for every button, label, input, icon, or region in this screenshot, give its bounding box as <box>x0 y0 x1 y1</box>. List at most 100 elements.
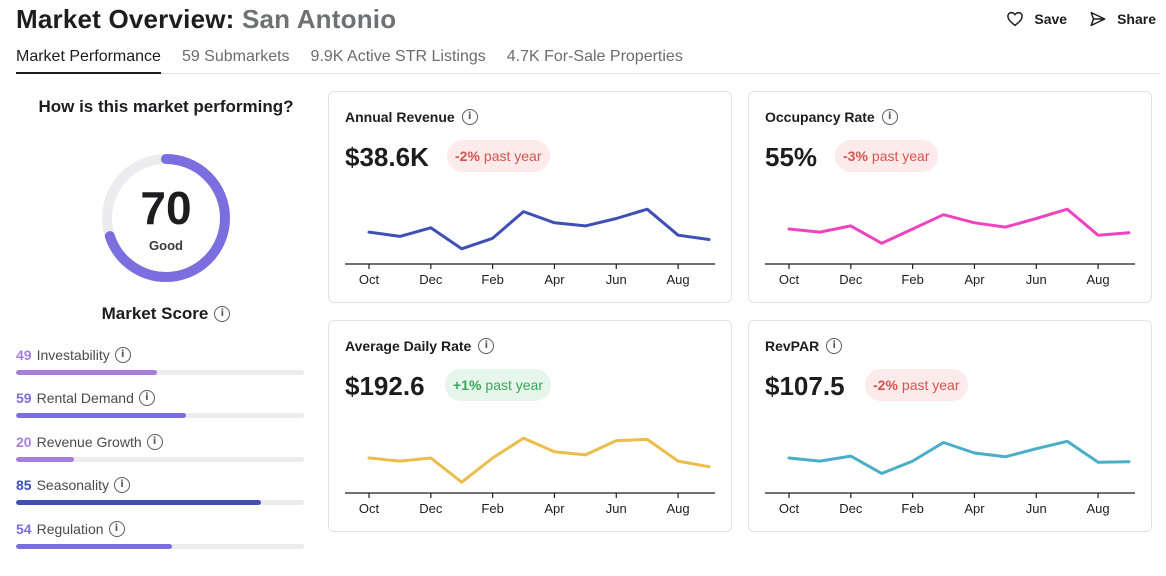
card-value: $38.6K <box>345 142 429 172</box>
score-question: How is this market performing? <box>38 97 294 116</box>
score-value: 70 <box>140 182 192 234</box>
card-value: $107.5 <box>765 371 845 401</box>
info-icon[interactable]: i <box>108 521 125 537</box>
x-tick-label: Jun <box>606 272 627 287</box>
x-tick-label: Oct <box>779 272 800 287</box>
info-icon[interactable]: i <box>138 390 155 406</box>
metric-value: 54 <box>16 521 32 537</box>
metric-bar <box>16 370 304 375</box>
x-tick-label: Apr <box>964 501 985 516</box>
card-title: Occupancy Rate <box>765 109 875 125</box>
kpi-card-annual-revenue[interactable]: Annual Revenue i $38.6K -2% past year Oct… <box>328 91 732 303</box>
change-suffix: past year <box>485 377 544 393</box>
card-value: 55% <box>765 142 818 172</box>
info-icon[interactable]: i <box>881 109 898 125</box>
x-tick-label: Apr <box>544 272 565 287</box>
series-line <box>787 439 1131 475</box>
metric-label: Rental Demand <box>36 390 134 406</box>
x-tick-label: Oct <box>359 501 380 516</box>
metric-bar <box>16 413 304 418</box>
save-button[interactable]: Save <box>1006 10 1067 28</box>
market-score-title: Market Score <box>101 304 209 323</box>
tab-market-performance[interactable]: Market Performance <box>16 46 161 74</box>
info-icon[interactable]: i <box>478 338 495 354</box>
metric-label: Revenue Growth <box>36 434 142 450</box>
x-tick-label: Apr <box>964 272 985 287</box>
change-percent: -3% <box>843 148 868 164</box>
metric-value: 85 <box>16 477 32 493</box>
change-badge: -2% past year <box>865 369 968 401</box>
info-icon[interactable]: i <box>114 347 131 363</box>
x-tick-label: Oct <box>779 501 800 516</box>
metric-bar <box>16 500 304 505</box>
page-title: Market Overview: San Antonio <box>16 4 396 35</box>
tab-for-sale-properties[interactable]: 4.7K For-Sale Properties <box>506 48 683 65</box>
score-metric-revenue-growth: 20 Revenue Growth i <box>16 434 304 462</box>
change-percent: +1% <box>453 377 482 393</box>
tab-submarkets[interactable]: 59 Submarkets <box>181 48 290 65</box>
x-tick-label: Dec <box>839 272 863 287</box>
metric-bar-fill <box>16 500 261 505</box>
metric-value: 49 <box>16 347 32 363</box>
info-icon[interactable]: i <box>214 306 231 322</box>
heart-icon <box>1007 11 1024 27</box>
metric-bar-fill <box>16 544 172 549</box>
change-badge: -3% past year <box>835 140 938 172</box>
save-label: Save <box>1034 11 1068 27</box>
change-percent: -2% <box>873 377 898 393</box>
metric-bar <box>16 457 304 462</box>
metric-label: Regulation <box>36 521 104 537</box>
x-tick-label: Dec <box>839 501 863 516</box>
metric-bar-fill <box>16 457 74 462</box>
title-market: San Antonio <box>241 4 397 34</box>
kpi-card-occupancy-rate[interactable]: Occupancy Rate i 55% -3% past year Oct Dec… <box>748 91 1152 303</box>
tab-active-str-listings[interactable]: 9.9K Active STR Listings <box>310 48 486 65</box>
sparkline-chart: Oct Dec Feb Apr Jun Aug <box>765 207 1135 287</box>
x-tick-label: Feb <box>481 501 503 516</box>
card-title: Annual Revenue <box>345 109 455 125</box>
change-percent: -2% <box>455 148 480 164</box>
info-icon[interactable]: i <box>113 477 130 493</box>
change-badge: +1% past year <box>445 369 552 401</box>
info-icon[interactable]: i <box>461 109 478 125</box>
sparkline-chart: Oct Dec Feb Apr Jun Aug <box>345 207 715 287</box>
score-metric-regulation: 54 Regulation i <box>16 521 304 549</box>
metric-value: 59 <box>16 390 32 406</box>
metric-bar-fill <box>16 413 186 418</box>
metric-value: 20 <box>16 434 32 450</box>
info-icon[interactable]: i <box>146 434 163 450</box>
x-tick-label: Feb <box>901 272 923 287</box>
send-icon <box>1090 11 1106 27</box>
series-line <box>367 436 711 484</box>
title-prefix: Market Overview: <box>16 4 235 34</box>
metric-label: Seasonality <box>36 477 109 493</box>
series-line <box>367 207 711 251</box>
x-tick-label: Aug <box>667 272 690 287</box>
x-tick-label: Dec <box>419 272 443 287</box>
change-suffix: past year <box>483 148 542 164</box>
x-tick-label: Jun <box>1026 272 1047 287</box>
metric-bar-fill <box>16 370 158 375</box>
card-title: RevPAR <box>765 338 820 354</box>
x-tick-label: Aug <box>1087 501 1110 516</box>
score-metric-seasonality: 85 Seasonality i <box>16 477 304 505</box>
tab-bar: Market Performance 59 Submarkets 9.9K Ac… <box>16 46 1160 74</box>
market-score-heading: Market Score i <box>16 304 316 324</box>
x-tick-label: Apr <box>544 501 565 516</box>
header-actions: Save Share <box>1006 10 1156 28</box>
x-tick-label: Feb <box>481 272 503 287</box>
score-label: Good <box>149 238 183 253</box>
score-metric-investability: 49 Investability i <box>16 347 304 375</box>
kpi-card-revpar[interactable]: RevPAR i $107.5 -2% past year Oct Dec Feb Ap… <box>748 320 1152 532</box>
info-icon[interactable]: i <box>826 338 843 354</box>
sparkline-chart: Oct Dec Feb Apr Jun Aug <box>765 439 1135 516</box>
kpi-card-average-daily-rate[interactable]: Average Daily Rate i $192.6 +1% past year… <box>328 320 732 532</box>
x-tick-label: Oct <box>359 272 380 287</box>
share-button[interactable]: Share <box>1089 10 1156 28</box>
x-tick-label: Aug <box>1087 272 1110 287</box>
card-title: Average Daily Rate <box>345 338 472 354</box>
change-suffix: past year <box>871 148 930 164</box>
x-tick-label: Aug <box>667 501 690 516</box>
score-metric-rental-demand: 59 Rental Demand i <box>16 390 304 418</box>
x-tick-label: Jun <box>1026 501 1047 516</box>
